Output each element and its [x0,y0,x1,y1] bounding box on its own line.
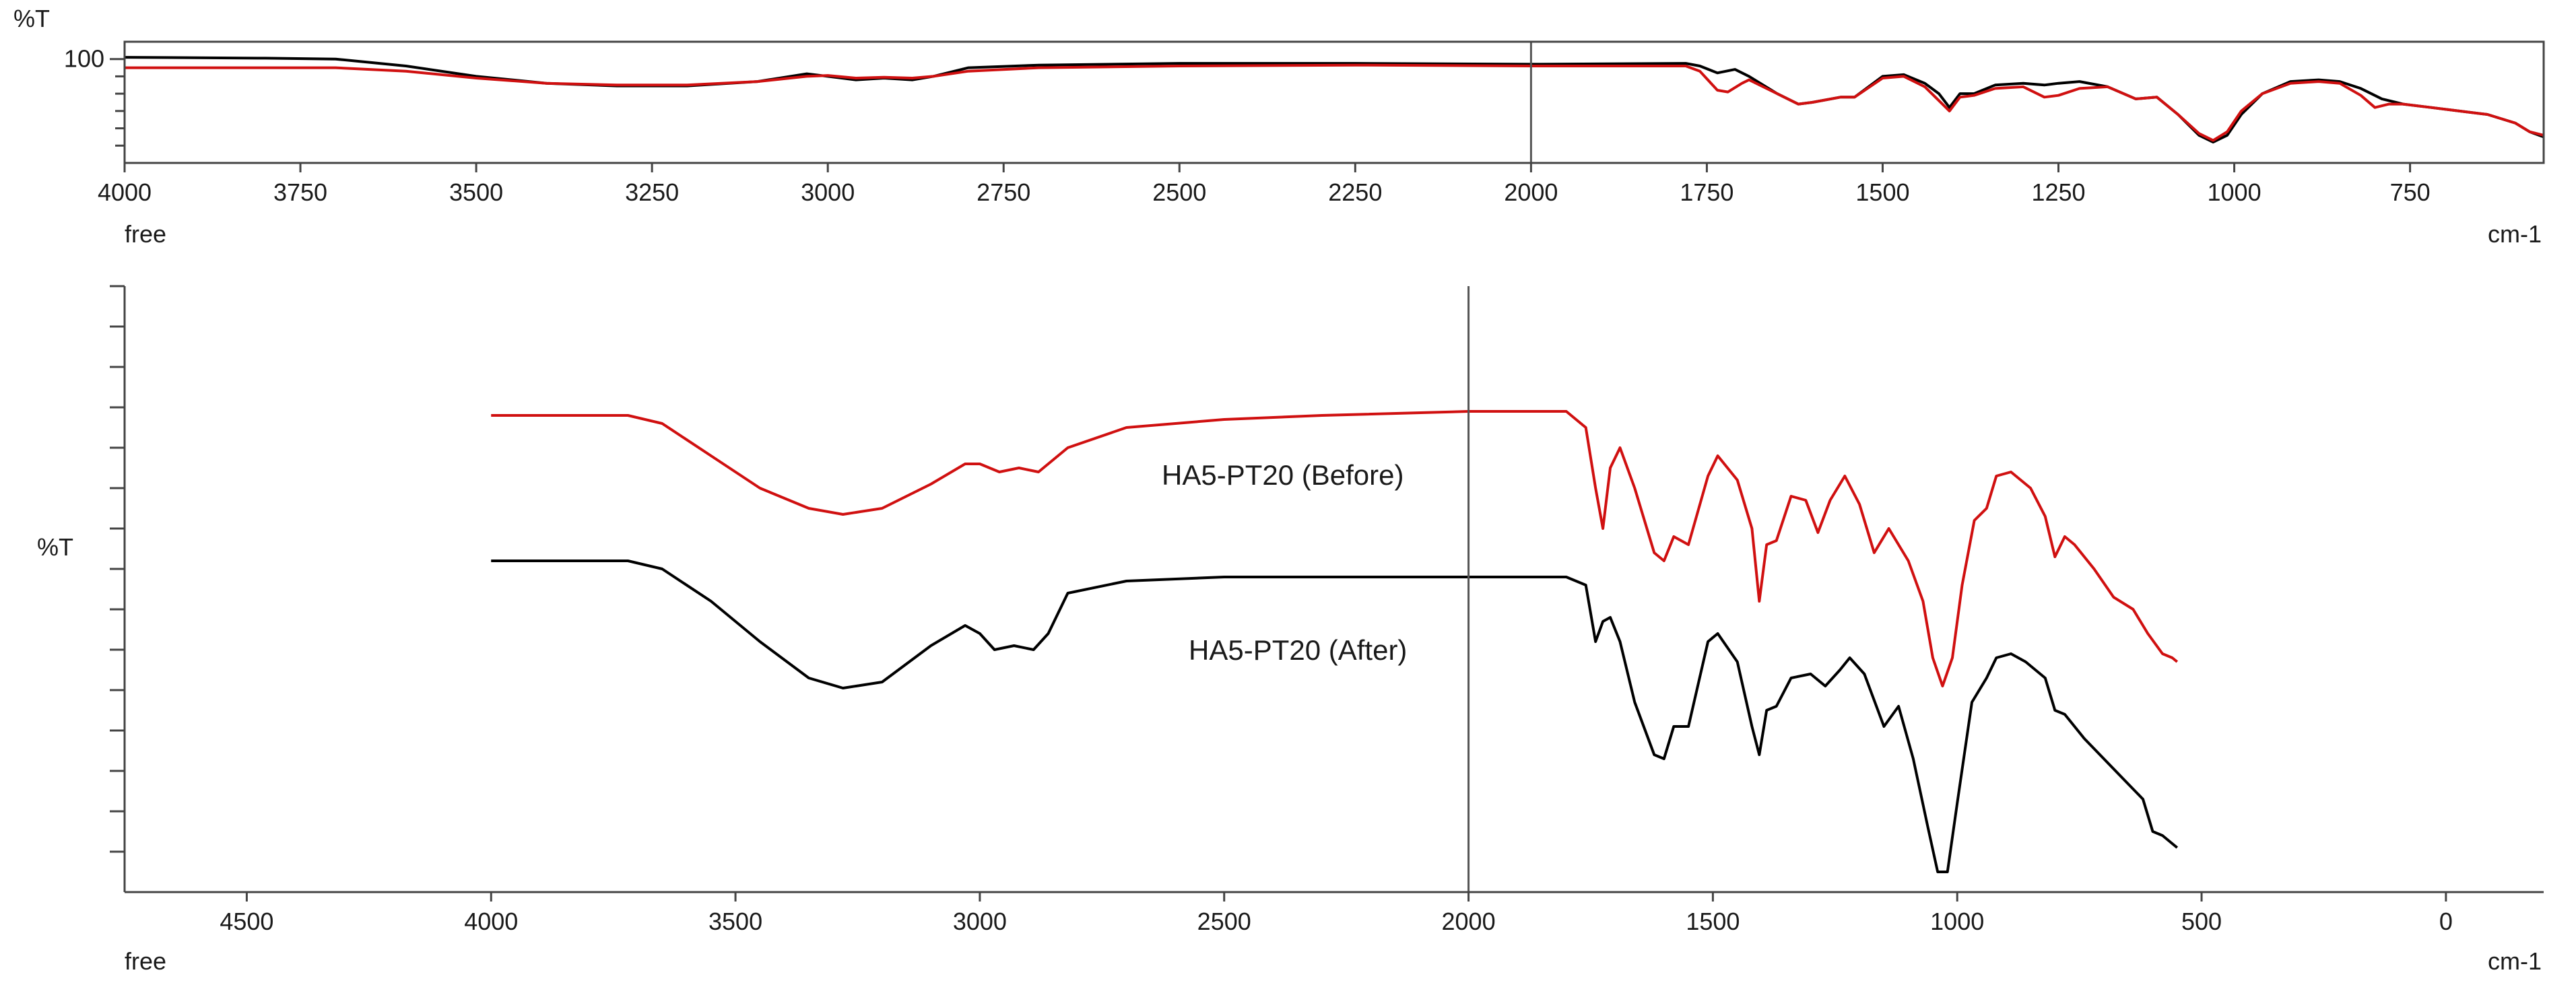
top-x-tick-label: 3750 [273,178,327,206]
bottom-x-tick-label: 1000 [1930,908,1984,935]
series-label-before: HA5-PT20 (Before) [1162,459,1403,491]
bottom-x-tick-label: 2500 [1197,908,1251,935]
offset-panel: %T free cm-1 4500 4000 3500 3000 2500 2000 150… [37,285,2544,975]
top-x-tick-label: 2500 [1152,178,1206,206]
top-x-tick-label: 3500 [449,178,503,206]
top-x-tick-label: 4000 [98,178,152,206]
top-x-axis-ticks: 4000 3750 3500 3250 3000 2750 2500 2250 2000 1750… [98,163,2431,206]
bottom-x-tick-label: 3000 [953,908,1007,935]
series-label-after: HA5-PT20 (After) [1189,634,1407,666]
top-x-tick-label: 1000 [2208,178,2261,206]
top-x-tick-label: 2250 [1328,178,1382,206]
top-y-tick-label: 100 [64,45,104,73]
top-x-tick-label: 750 [2390,178,2431,206]
top-x-tick-label: 1250 [2031,178,2085,206]
bottom-series-group [491,410,2179,873]
top-plot-frame [123,40,2545,164]
bottom-xunit: cm-1 [2488,947,2542,975]
top-series-before [125,63,2544,142]
bottom-series-before [491,410,2179,687]
bottom-x-tick-label: 4000 [464,908,518,935]
bottom-xlabel: free [125,947,166,975]
bottom-x-tick-label: 1500 [1686,908,1740,935]
top-x-tick-label: 3250 [625,178,679,206]
bottom-x-tick-label: 2000 [1442,908,1496,935]
top-x-tick-label: 3000 [801,178,855,206]
overview-panel: %T free cm-1 100 4000 3750 3500 3250 3000 275… [13,5,2545,248]
top-x-tick-label: 1500 [1855,178,1909,206]
bottom-x-tick-label: 0 [2439,908,2453,935]
bottom-y-axis-ticks [110,285,125,853]
bottom-x-tick-label: 3500 [708,908,762,935]
top-x-tick-label: 1750 [1680,178,1733,206]
top-ylabel: %T [13,5,50,32]
bottom-x-tick-label: 4500 [220,908,273,935]
top-series-group [124,56,2544,144]
bottom-series-after [491,559,2179,873]
top-y-axis-ticks: 100 [64,45,125,147]
bottom-x-tick-label: 500 [2181,908,2222,935]
bottom-x-axis-ticks: 4500 4000 3500 3000 2500 2000 1500 1000 500 0 [220,892,2453,935]
top-x-tick-label: 2000 [1504,178,1558,206]
top-xlabel: free [125,220,166,248]
top-x-tick-label: 2750 [977,178,1030,206]
bottom-ylabel: %T [37,533,73,561]
top-xunit: cm-1 [2488,220,2542,248]
